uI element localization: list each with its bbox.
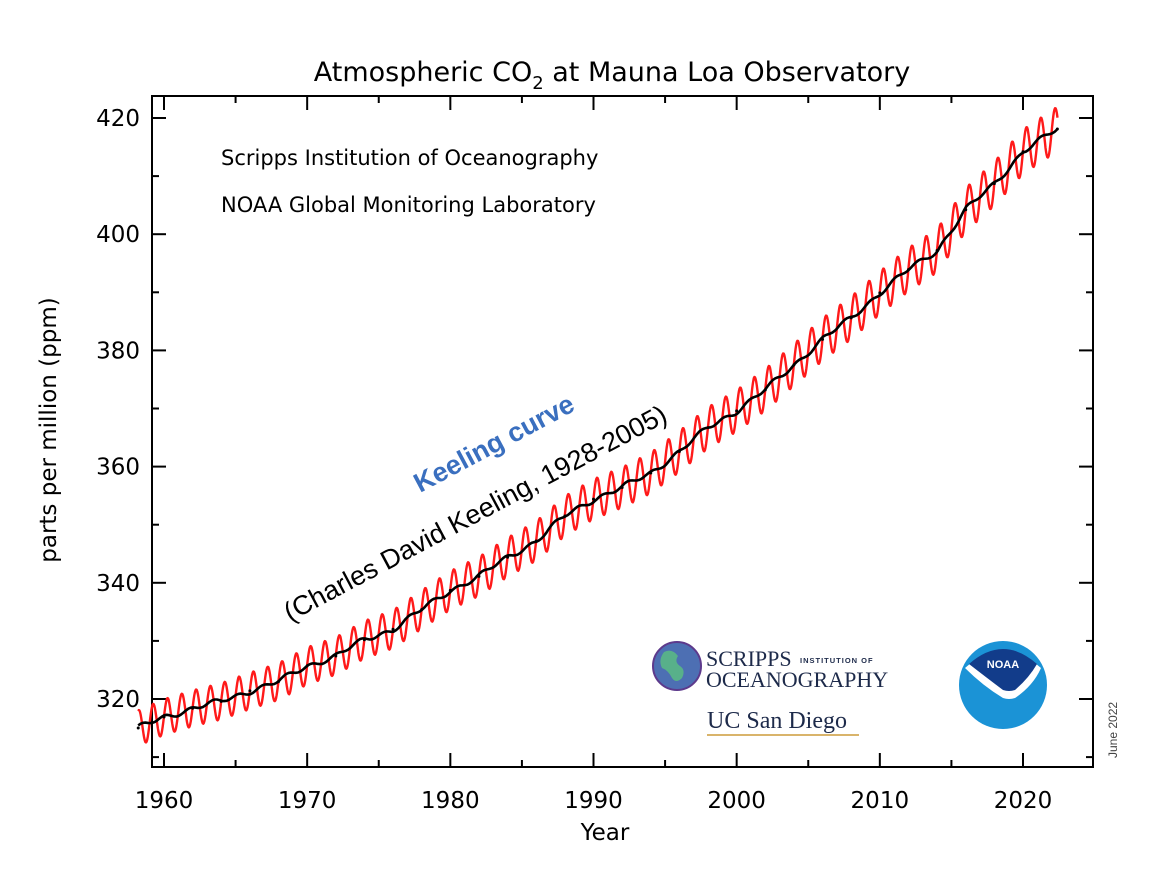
x-axis-label: Year (580, 820, 630, 846)
scripps-line2: OCEANOGRAPHY (706, 667, 888, 692)
x-tick-label: 1990 (564, 788, 623, 814)
trend-point (420, 608, 424, 612)
trend-point (706, 426, 710, 430)
x-tick-label: 1980 (421, 788, 480, 814)
trend-point (1021, 150, 1025, 154)
title-subscript: 2 (532, 73, 543, 94)
scripps-line1-small: INSTITUTION OF (800, 656, 874, 665)
ucsd-logo: UC San Diego (707, 708, 847, 734)
trend-point (792, 363, 796, 367)
trend-point (1055, 127, 1059, 131)
globe-ring (652, 641, 702, 691)
y-tick-label: 420 (96, 106, 140, 132)
plot-frame (151, 95, 1094, 768)
trend-point (248, 689, 252, 693)
noaa-logo: NOAA (959, 641, 1047, 729)
noaa-text: NOAA (987, 659, 1019, 671)
keeling-subtitle: (Charles David Keeling, 1928-2005) (279, 399, 672, 627)
globe-land (660, 650, 684, 681)
trend-point (821, 337, 825, 341)
trend-point (592, 497, 595, 501)
trend-point (878, 291, 882, 295)
chart-title: Atmospheric CO2 at Mauna Loa Observatory (314, 57, 911, 94)
trend-point (334, 654, 338, 658)
trend-point (305, 664, 309, 668)
trend-point (136, 726, 140, 730)
y-tick-label: 400 (96, 222, 140, 248)
title-suffix: at Mauna Loa Observatory (544, 57, 911, 88)
trend-point (849, 316, 853, 320)
trend-point (563, 514, 567, 518)
trend-point (906, 268, 910, 272)
y-tick-label: 360 (96, 455, 140, 481)
trend-point (391, 627, 395, 631)
x-tick-label: 1960 (135, 788, 194, 814)
trend-co2-line (137, 128, 1058, 727)
x-tick-label: 2000 (707, 788, 766, 814)
y-axis-label: parts per million (ppm) (36, 297, 62, 562)
y-axis: 320 340 360 380 400 420 (96, 106, 1093, 759)
trend-point (362, 638, 366, 642)
trend-point (935, 248, 939, 252)
trend-point (162, 715, 166, 719)
y-tick-label: 320 (96, 687, 140, 713)
x-tick-label: 2010 (851, 788, 910, 814)
trend-point (620, 486, 624, 490)
trend-points (136, 127, 1059, 730)
scripps-line1: SCRIPPS (706, 646, 792, 671)
trend-point (277, 680, 281, 684)
scripps-logo: SCRIPPS INSTITUTION OF OCEANOGRAPHY UC S… (652, 641, 888, 736)
trend-point (992, 182, 996, 186)
date-label: June 2022 (1106, 702, 1120, 758)
trend-point (191, 706, 195, 710)
ucsd-underline (707, 734, 859, 736)
trend-point (735, 409, 739, 413)
x-tick-label: 1970 (278, 788, 337, 814)
y-tick-label: 340 (96, 571, 140, 597)
x-tick-label: 2020 (994, 788, 1053, 814)
monthly-co2-line (137, 107, 1059, 744)
trend-point (964, 208, 968, 212)
y-tick-label: 380 (96, 338, 140, 364)
trend-point (534, 539, 538, 543)
institution-scripps: Scripps Institution of Oceanography (221, 146, 598, 170)
trend-point (677, 449, 681, 453)
noaa-top (969, 649, 1037, 691)
institution-noaa: NOAA Global Monitoring Laboratory (221, 193, 596, 217)
trend-point (448, 588, 452, 592)
keeling-subtitle-group: (Charles David Keeling, 1928-2005) (279, 399, 672, 627)
trend-point (506, 555, 510, 559)
trend-point (763, 388, 767, 392)
trend-point (477, 574, 481, 578)
x-axis: 1960 1970 1980 1990 2000 2010 2020 (135, 96, 1053, 814)
trend-point (219, 699, 223, 703)
trend-point (649, 471, 653, 475)
